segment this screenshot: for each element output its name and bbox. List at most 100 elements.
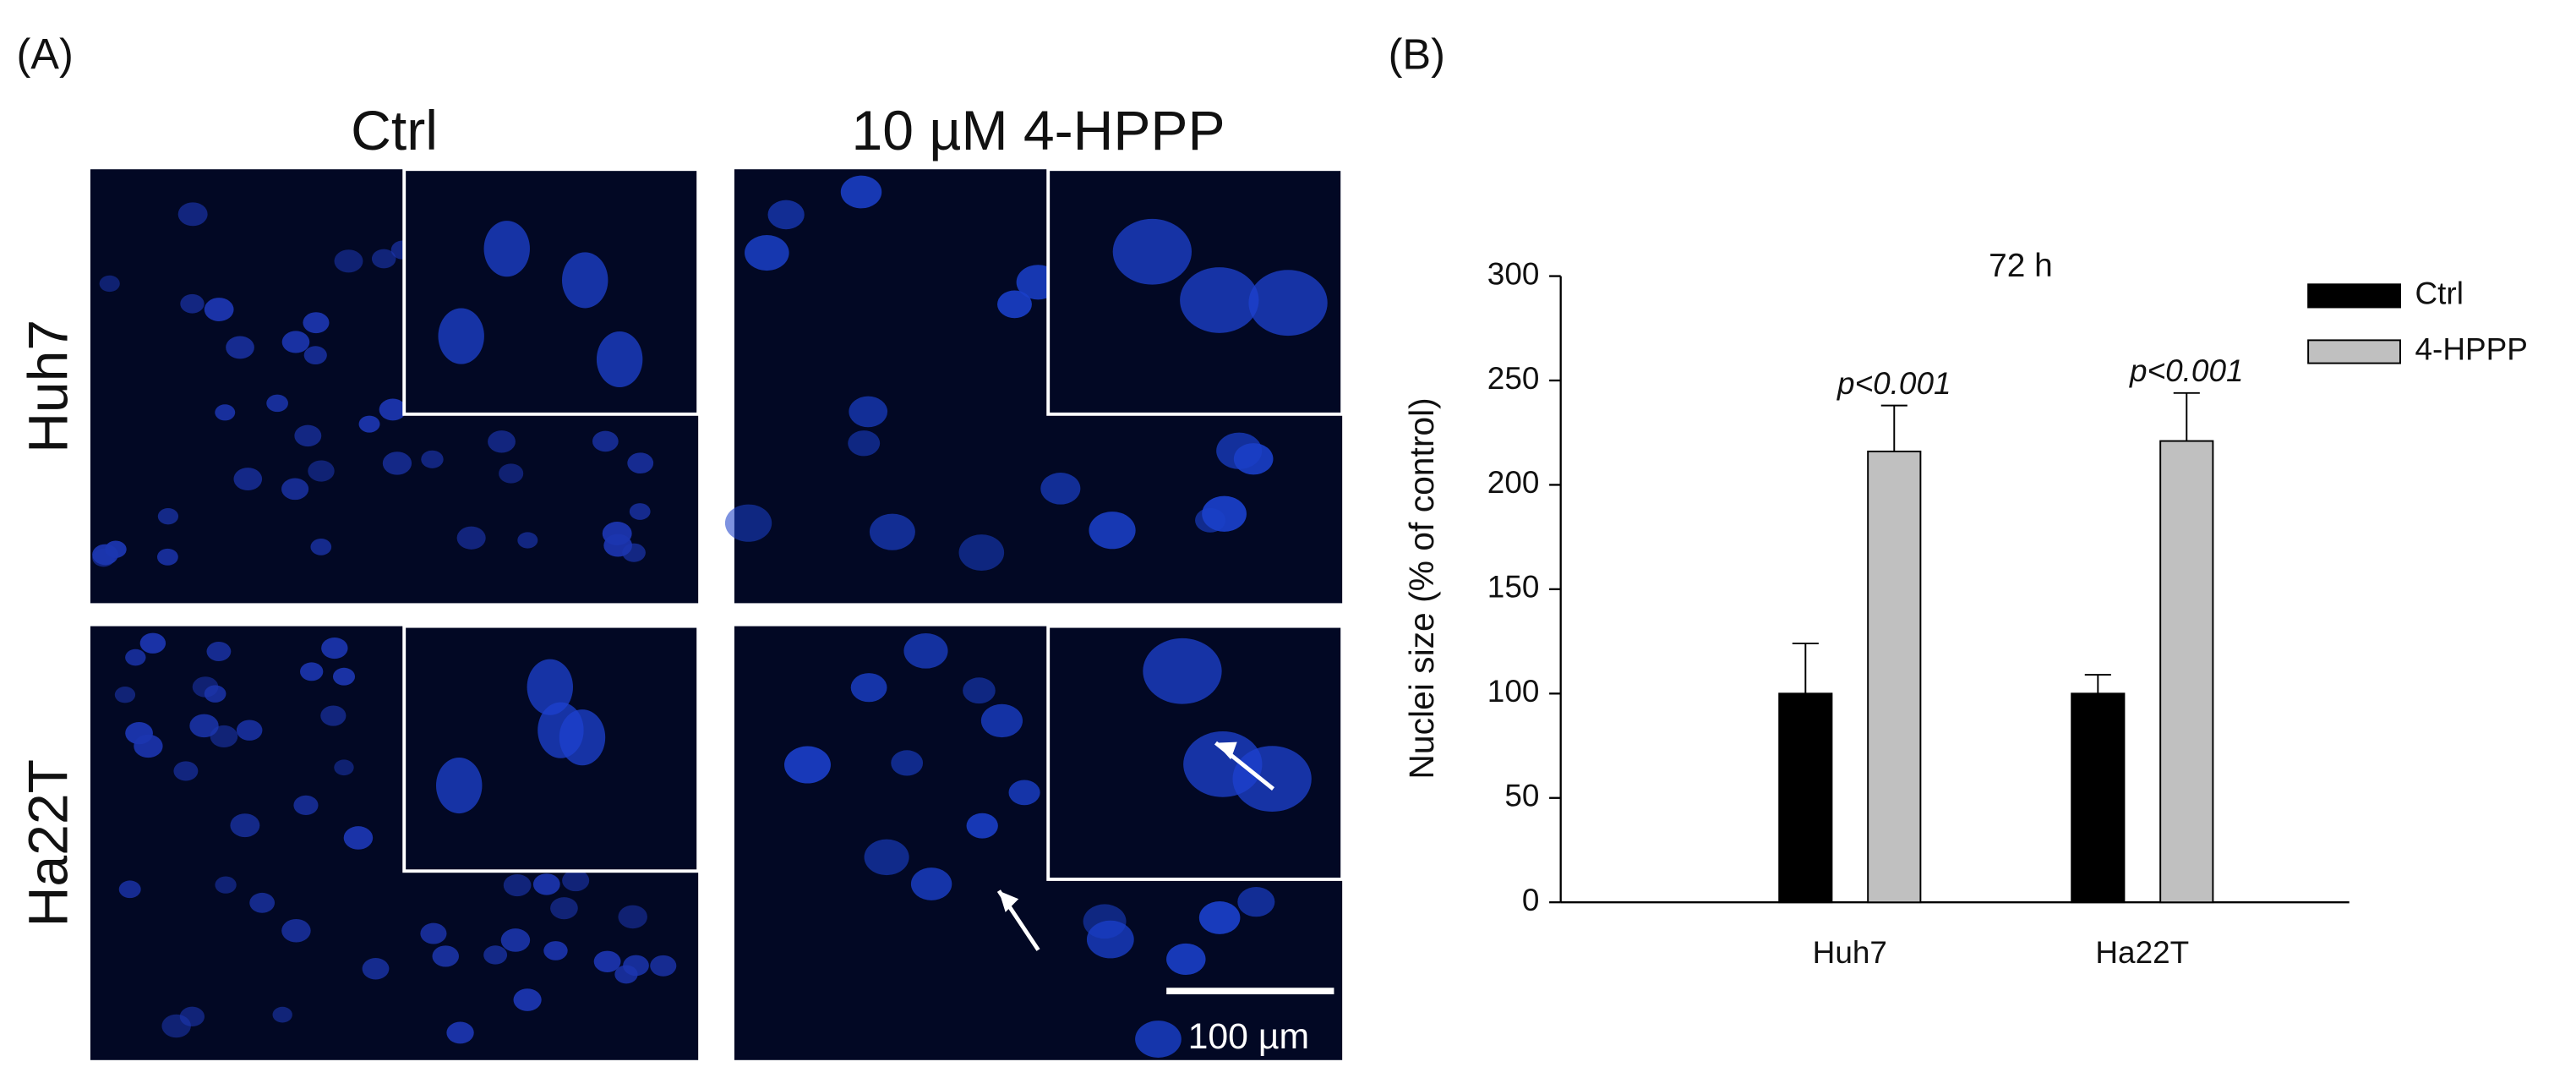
nucleus xyxy=(593,950,621,973)
nucleus xyxy=(177,202,208,227)
nucleus xyxy=(215,404,236,421)
nucleus xyxy=(226,336,254,359)
x-tick-label: Ha22T xyxy=(2095,935,2189,970)
annotation: p<0.001 xyxy=(2129,353,2244,388)
nucleus xyxy=(767,200,805,230)
nucleus xyxy=(300,662,324,681)
nucleus xyxy=(1198,901,1241,934)
nucleus xyxy=(527,659,574,715)
nucleus xyxy=(438,308,484,364)
nucleus xyxy=(627,452,654,474)
nucleus xyxy=(500,928,531,952)
nucleus xyxy=(1040,473,1081,505)
nucleus xyxy=(382,451,412,475)
nucleus xyxy=(910,867,952,900)
nucleus xyxy=(488,430,516,453)
bar xyxy=(2071,692,2126,904)
nucleus xyxy=(1083,904,1127,939)
nucleus xyxy=(379,398,407,421)
nucleus xyxy=(903,632,948,669)
nucleus xyxy=(99,275,120,293)
nucleus xyxy=(963,677,996,704)
nucleus xyxy=(1195,507,1226,533)
annotation: p<0.001 xyxy=(1836,366,1951,401)
inset xyxy=(402,167,701,416)
nucleus xyxy=(724,504,772,542)
nucleus xyxy=(840,175,882,209)
scale-bar-label: 100 µm xyxy=(1188,1016,1309,1057)
nucleus xyxy=(192,676,219,698)
nucleus xyxy=(180,293,205,314)
nucleus xyxy=(1237,887,1275,917)
nucleus xyxy=(233,468,263,491)
nucleus xyxy=(850,673,887,703)
nucleus xyxy=(161,1014,191,1038)
nucleus xyxy=(281,478,309,501)
nucleus xyxy=(614,965,638,984)
nucleus xyxy=(483,221,530,277)
nucleus xyxy=(618,905,647,929)
nucleus xyxy=(499,463,524,484)
nucleus xyxy=(358,415,380,433)
column-title: 10 µM 4-HPPP xyxy=(852,100,1225,162)
y-tick-label: 50 xyxy=(1504,778,1539,813)
nucleus xyxy=(139,632,166,654)
nucleus xyxy=(517,532,538,549)
nucleus xyxy=(157,507,179,525)
nucleus xyxy=(118,880,141,899)
nucleus xyxy=(204,298,234,321)
bar xyxy=(1867,450,1922,904)
nucleus xyxy=(483,945,508,965)
nucleus xyxy=(134,734,163,758)
nucleus xyxy=(435,757,483,814)
nucleus xyxy=(561,252,609,309)
nucleus xyxy=(281,331,310,353)
nucleus xyxy=(332,667,356,686)
y-tick-label: 250 xyxy=(1487,361,1540,396)
arrow-head xyxy=(1215,742,1237,760)
nucleus xyxy=(272,1006,292,1023)
nucleus xyxy=(362,958,390,980)
legend-swatch xyxy=(2307,339,2401,364)
bar xyxy=(2159,440,2214,904)
nucleus xyxy=(249,892,276,913)
nucleus xyxy=(550,897,578,920)
x-tick-label: Huh7 xyxy=(1813,935,1887,970)
nucleus xyxy=(266,394,288,413)
y-tick-label: 0 xyxy=(1522,883,1540,917)
nucleus xyxy=(1232,746,1312,813)
nucleus xyxy=(513,988,542,1011)
y-tick-label: 300 xyxy=(1487,256,1540,291)
nucleus xyxy=(596,331,643,388)
nucleus xyxy=(310,538,332,555)
column-title: Ctrl xyxy=(351,100,438,162)
nucleus xyxy=(334,249,363,273)
nucleus xyxy=(1112,218,1192,285)
nucleus xyxy=(980,703,1023,738)
nucleus xyxy=(236,720,263,741)
nucleus xyxy=(432,945,459,967)
panel-label: (A) xyxy=(16,30,73,78)
nucleus xyxy=(650,955,677,977)
nucleus xyxy=(503,873,532,897)
nucleus xyxy=(173,761,199,781)
nucleus xyxy=(446,1021,474,1044)
y-axis-label: Nuclei size (% of control) xyxy=(1402,397,1441,779)
nucleus xyxy=(189,714,219,738)
nucleus xyxy=(303,346,327,365)
bar xyxy=(1778,692,1833,904)
nucleus xyxy=(602,522,632,545)
nucleus xyxy=(1216,432,1263,469)
nucleus xyxy=(343,826,374,850)
y-tick-label: 150 xyxy=(1487,570,1540,605)
legend-swatch xyxy=(2307,283,2401,309)
nucleus xyxy=(1248,270,1328,337)
nucleus xyxy=(562,869,590,892)
nucleus xyxy=(281,918,311,943)
nucleus xyxy=(1166,943,1206,976)
legend-label: 4-HPPP xyxy=(2415,332,2527,367)
nucleus xyxy=(745,234,789,271)
arrow-head xyxy=(998,890,1019,912)
nucleus xyxy=(105,540,127,558)
nucleus xyxy=(334,759,354,776)
